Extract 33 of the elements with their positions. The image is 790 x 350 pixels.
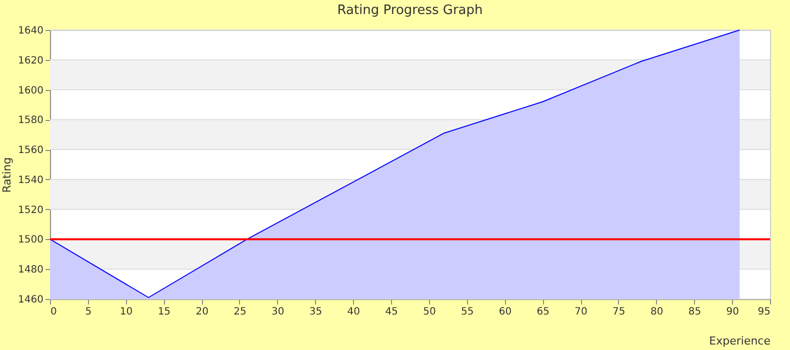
x-tick-label: 40 bbox=[347, 306, 360, 318]
y-tick-label: 1480 bbox=[18, 264, 44, 276]
y-tick-label: 1540 bbox=[18, 174, 44, 186]
x-tick-label: 75 bbox=[612, 306, 626, 318]
x-tick-label: 55 bbox=[460, 306, 474, 318]
x-tick-label: 25 bbox=[234, 306, 246, 318]
x-tick-label: 10 bbox=[120, 306, 133, 318]
x-tick-label: 35 bbox=[309, 306, 322, 318]
chart-title: Rating Progress Graph bbox=[337, 3, 483, 18]
x-axis-title: Experience bbox=[709, 334, 771, 348]
x-tick-label: 5 bbox=[85, 306, 92, 318]
x-tick-label: 95 bbox=[758, 306, 770, 318]
y-tick-label: 1520 bbox=[18, 204, 44, 216]
x-tick-label: 15 bbox=[158, 306, 171, 318]
y-tick-label: 1580 bbox=[18, 115, 44, 126]
y-tick-label: 1500 bbox=[18, 234, 44, 246]
x-tick-label: 85 bbox=[688, 306, 702, 318]
x-tick-label: 45 bbox=[385, 306, 398, 318]
x-tick-label: 30 bbox=[272, 306, 284, 318]
y-tick-label: 1640 bbox=[18, 26, 44, 36]
y-tick-label: 1560 bbox=[18, 145, 44, 156]
x-tick-label: 80 bbox=[650, 306, 664, 318]
x-tick-label: 20 bbox=[196, 306, 208, 318]
y-axis-title: Rating bbox=[0, 157, 14, 193]
x-tick-label: 50 bbox=[423, 306, 436, 318]
y-tick-label: 1600 bbox=[18, 85, 44, 96]
x-tick-label: 90 bbox=[726, 306, 739, 318]
y-tick-label: 1460 bbox=[18, 294, 44, 306]
x-tick-label: 65 bbox=[536, 306, 550, 318]
x-tick-label: 60 bbox=[498, 306, 512, 318]
x-tick-label: 70 bbox=[574, 306, 588, 318]
x-tick-label: 0 bbox=[50, 306, 57, 318]
y-tick-label: 1620 bbox=[18, 55, 44, 66]
